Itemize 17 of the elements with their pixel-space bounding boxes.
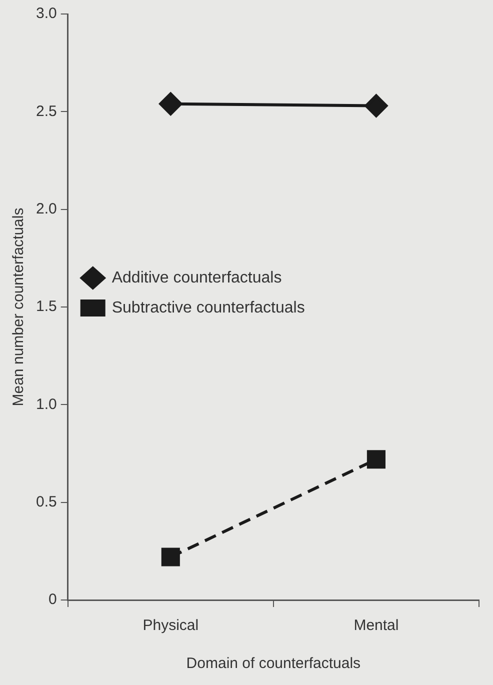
legend-label: Subtractive counterfactuals [112, 299, 305, 316]
point [366, 450, 386, 469]
y-tick-label: 0.5 [36, 493, 57, 510]
y-tick-label: 1.5 [36, 298, 57, 316]
y-axis-title: Mean number counterfactuals [10, 208, 28, 406]
legend-label: Additive counterfactuals [112, 269, 282, 286]
x-tick-label: Mental [354, 617, 399, 634]
x-tick-label: Physical [142, 617, 199, 634]
y-tick-label: 2.0 [36, 200, 57, 218]
point [159, 92, 182, 116]
y-tick-label: 0 [48, 591, 57, 608]
x-axis-title: Domain of counterfactuals [186, 655, 361, 672]
y-tick-label: 2.5 [36, 102, 57, 120]
point [364, 94, 388, 118]
y-tick-label: 3.0 [36, 5, 57, 22]
y-tick-label: 1.0 [36, 396, 57, 413]
point [161, 548, 180, 566]
